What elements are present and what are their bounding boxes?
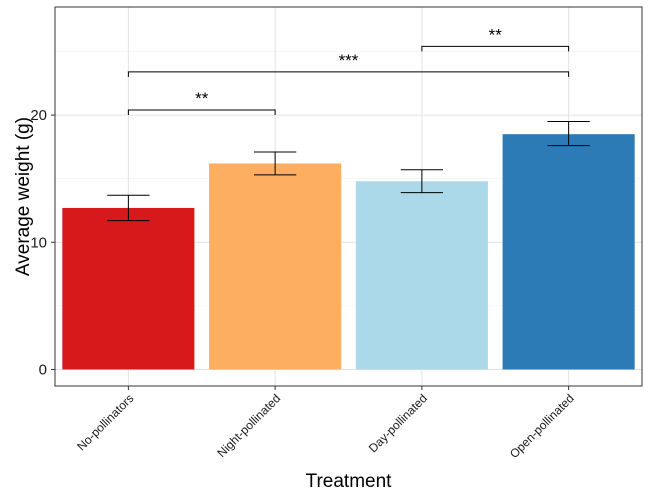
error-bar	[253, 151, 297, 176]
y-axis-title: Average weight (g)	[13, 117, 34, 276]
error-bar	[547, 120, 590, 147]
bar-night-pollinated	[209, 163, 342, 370]
x-axis-ticks: No-pollinators Night-pollinated Day-pollin…	[74, 386, 577, 461]
x-tick-label: Night-pollinated	[214, 391, 283, 460]
significance-bracket-line	[421, 45, 570, 52]
y-tick-label: 20	[30, 107, 47, 124]
x-tick-label: No-pollinators	[74, 391, 136, 453]
significance-bracket-line	[127, 71, 570, 77]
plot-panel-border	[54, 6, 643, 387]
error-bar	[107, 194, 150, 222]
y-tick-label: 10	[30, 234, 47, 251]
bars	[62, 134, 635, 370]
significance-bracket-line	[127, 109, 276, 116]
x-tick-label: Day-pollinated	[366, 391, 430, 455]
significance-bracket: **	[421, 25, 570, 52]
error-bars	[107, 120, 590, 222]
significance-label: **	[195, 89, 209, 108]
x-axis-title: Treatment	[306, 471, 393, 492]
y-tick-label: 0	[39, 361, 47, 378]
significance-label: **	[489, 25, 503, 44]
y-axis-ticks: 0 10 20	[30, 107, 55, 378]
significance-bracket: ***	[127, 51, 570, 77]
significance-bracket: **	[127, 89, 276, 116]
significance-brackets: *******	[127, 25, 570, 116]
bar-open-pollinated	[502, 134, 635, 370]
bar-no-pollinators	[62, 207, 195, 370]
x-tick-label: Open-pollinated	[507, 391, 577, 461]
error-bar	[400, 169, 444, 194]
bar-day-pollinated	[355, 181, 488, 370]
significance-label: ***	[339, 51, 359, 70]
